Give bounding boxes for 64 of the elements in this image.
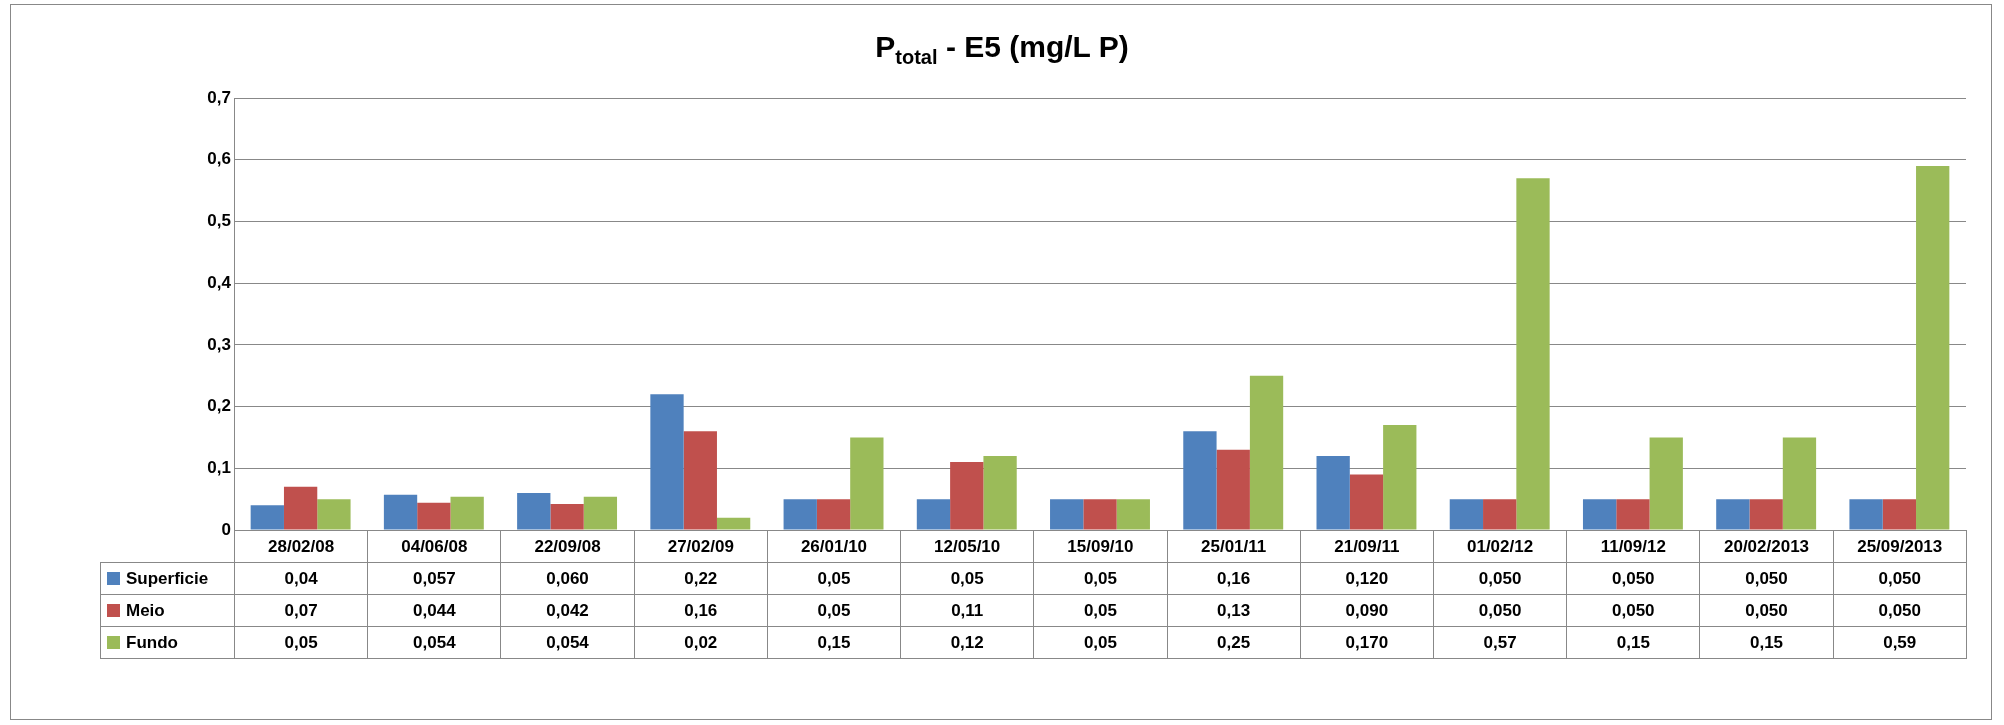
y-tick-label: 0,3 xyxy=(207,334,231,354)
x-tick-label: 28/02/08 xyxy=(234,530,368,563)
legend-label: Superficie xyxy=(100,562,235,595)
data-label: 0,15 xyxy=(1566,626,1700,659)
data-label: 0,060 xyxy=(500,562,635,595)
data-label: 0,04 xyxy=(234,562,368,595)
data-label: 0,22 xyxy=(634,562,768,595)
data-label: 0,15 xyxy=(767,626,901,659)
data-label: 0,15 xyxy=(1699,626,1834,659)
y-tick-label: 0,1 xyxy=(207,457,231,477)
x-tick-label: 12/05/10 xyxy=(900,530,1034,563)
data-label: 0,07 xyxy=(234,594,368,627)
data-label: 0,05 xyxy=(1033,626,1168,659)
data-label: 0,05 xyxy=(1033,594,1168,627)
x-tick-label: 26/01/10 xyxy=(767,530,901,563)
y-tick-label: 0,4 xyxy=(207,272,232,292)
data-label: 0,054 xyxy=(500,626,635,659)
x-tick-label: 04/06/08 xyxy=(367,530,501,563)
data-label: 0,11 xyxy=(900,594,1034,627)
data-label: 0,57 xyxy=(1433,626,1567,659)
data-label: 0,050 xyxy=(1699,562,1834,595)
legend-label: Meio xyxy=(100,594,235,627)
chart-title: P$_{total}$ - E5 (mg/L P) xyxy=(874,30,1130,69)
data-label: 0,16 xyxy=(1167,562,1301,595)
data-label: 0,05 xyxy=(767,562,901,595)
y-tick-label: 0,7 xyxy=(207,87,231,107)
x-tick-label: 25/01/11 xyxy=(1167,530,1301,563)
data-label: 0,050 xyxy=(1699,594,1834,627)
data-label: 0,05 xyxy=(900,562,1034,595)
data-label: 0,050 xyxy=(1566,562,1700,595)
x-tick-label: 20/02/2013 xyxy=(1699,530,1834,563)
data-label: 0,120 xyxy=(1300,562,1434,595)
x-tick-label: 11/09/12 xyxy=(1566,530,1700,563)
data-label: 0,050 xyxy=(1433,594,1567,627)
x-tick-label: 21/09/11 xyxy=(1300,530,1434,563)
x-tick-label: 22/09/08 xyxy=(500,530,635,563)
data-label: 0,05 xyxy=(767,594,901,627)
data-label: 0,02 xyxy=(634,626,768,659)
data-label: 0,054 xyxy=(367,626,501,659)
y-tick-label: 0,5 xyxy=(207,211,231,231)
x-tick-label: 01/02/12 xyxy=(1433,530,1567,563)
x-tick-label: 25/09/2013 xyxy=(1833,530,1967,563)
data-label: 0,057 xyxy=(367,562,501,595)
data-label: 0,050 xyxy=(1433,562,1567,595)
y-tick-label: 0 xyxy=(221,519,231,539)
data-label: 0,090 xyxy=(1300,594,1434,627)
data-label: 0,170 xyxy=(1300,626,1434,659)
data-label: 0,050 xyxy=(1566,594,1700,627)
data-label: 0,042 xyxy=(500,594,635,627)
data-label: 0,05 xyxy=(234,626,368,659)
data-label: 0,044 xyxy=(367,594,501,627)
y-tick-label: 0,2 xyxy=(207,396,231,416)
x-tick-label: 15/09/10 xyxy=(1033,530,1168,563)
x-tick-label: 27/02/09 xyxy=(634,530,768,563)
data-label: 0,05 xyxy=(1033,562,1168,595)
data-label: 0,59 xyxy=(1833,626,1967,659)
data-label: 0,25 xyxy=(1167,626,1301,659)
data-label: 0,13 xyxy=(1167,594,1301,627)
data-label: 0,050 xyxy=(1833,594,1967,627)
data-label: 0,12 xyxy=(900,626,1034,659)
data-label: 0,050 xyxy=(1833,562,1967,595)
y-tick-label: 0,6 xyxy=(207,149,231,169)
legend-label: Fundo xyxy=(100,626,235,659)
data-label: 0,16 xyxy=(634,594,768,627)
